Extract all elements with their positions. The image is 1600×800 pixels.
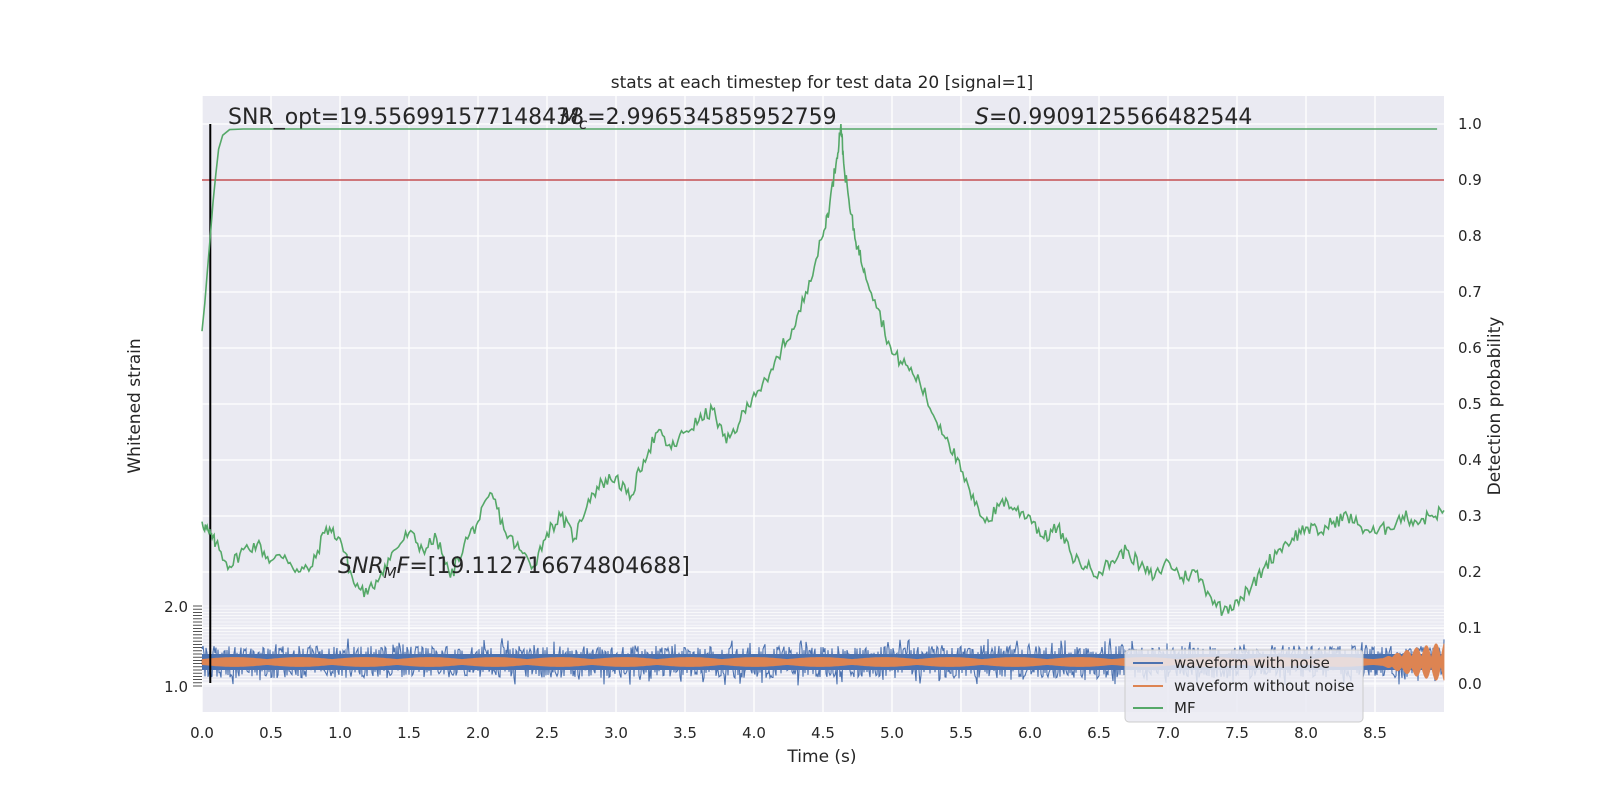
x-tick-label: 8.0 [1294,724,1318,742]
annotation-mc: Mc=2.996534585952759 [560,105,837,133]
y-tick-label-left-bottom: 1.0 [164,678,188,696]
x-tick-label: 5.0 [880,724,904,742]
y-tick-label-right: 0.8 [1458,227,1482,245]
grid [201,96,1444,712]
x-tick-label: 2.5 [535,724,559,742]
x-tick-label: 0.5 [259,724,283,742]
y-tick-label-right: 0.6 [1458,339,1482,357]
legend-entry-mf: MF [1174,699,1196,717]
x-tick-label: 4.0 [742,724,766,742]
x-tick-label: 4.5 [811,724,835,742]
annotation-snr-mf: SNRMF=[19.112716674804688] [338,554,690,582]
x-tick-label: 1.5 [397,724,421,742]
y-axis-label-left: Whitened strain [125,338,145,473]
y-tick-label-right: 0.4 [1458,451,1482,469]
annotation-snr-opt: SNR_opt=19.556991577148438 [228,105,584,130]
annotation-s: S=0.9909125566482544 [975,105,1252,130]
y-axis-label-right: Detection probability [1485,317,1505,496]
y-tick-label-right: 0.7 [1458,283,1482,301]
y-tick-label-right: 0.2 [1458,563,1482,581]
x-tick-label: 0.0 [190,724,214,742]
mf-series-line [201,128,1438,332]
x-tick-label: 6.5 [1087,724,1111,742]
x-tick-label: 2.0 [466,724,490,742]
x-tick-label: 5.5 [949,724,973,742]
y-tick-label-left-top: 2.0 [164,598,188,616]
y-tick-label-right: 1.0 [1458,115,1482,133]
x-tick-label: 6.0 [1018,724,1042,742]
legend-entry-noise: waveform with noise [1174,654,1330,672]
x-axis-label: Time (s) [786,747,856,767]
y-tick-label-right: 0.5 [1458,395,1482,413]
x-tick-label: 7.5 [1225,724,1249,742]
legend-box [1124,649,1364,723]
y-tick-label-right: 0.0 [1458,675,1482,693]
legend: waveform with noise waveform without noi… [1124,649,1364,723]
waveform-without-noise-line [201,643,1445,681]
chart-title: stats at each timestep for test data 20 … [611,73,1034,93]
x-tick-label: 3.5 [673,724,697,742]
legend-entry-clean: waveform without noise [1174,677,1354,695]
y-tick-label-right: 0.3 [1458,507,1482,525]
y-tick-label-right: 0.1 [1458,619,1482,637]
annotation-snr-mf-value: =[19.112716674804688] [409,554,690,579]
x-tick-label: 8.5 [1363,724,1387,742]
x-tick-label: 7.0 [1156,724,1180,742]
series [201,123,1445,683]
x-tick-label: 3.0 [604,724,628,742]
detection-probability-series-line [201,123,1445,616]
x-tick-label: 1.0 [328,724,352,742]
annotation-s-value: =0.9909125566482544 [989,105,1252,130]
y-tick-label-right: 0.9 [1458,171,1482,189]
ticks: 0.0 0.5 1.0 1.5 2.0 2.5 3.0 3.5 4.0 4.5 5.0 5.5 6.0 6… [164,115,1482,742]
annotation-mc-value: =2.996534585952759 [587,105,836,130]
